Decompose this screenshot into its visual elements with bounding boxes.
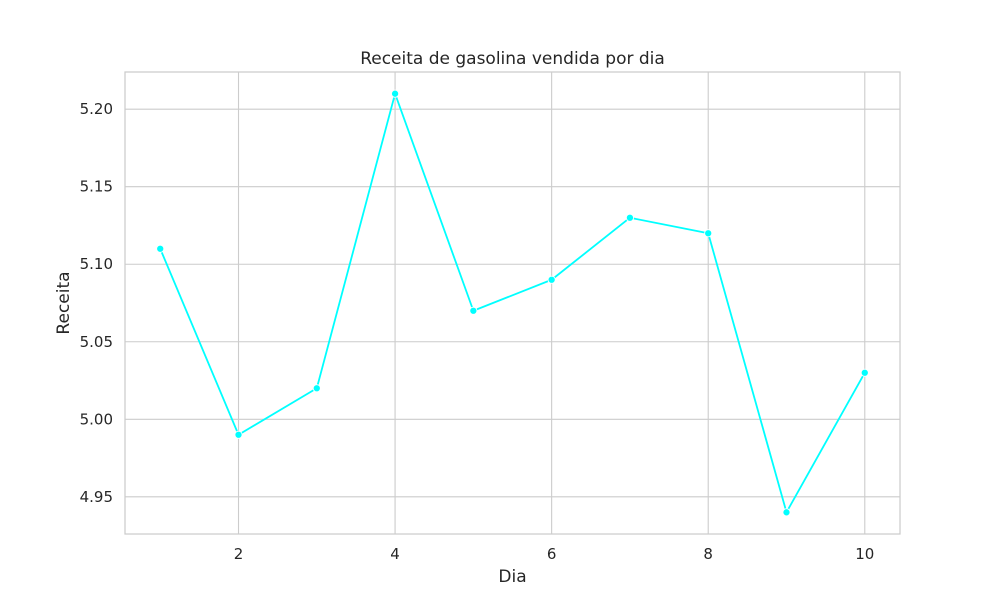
data-point bbox=[234, 430, 243, 439]
x-tick-label: 8 bbox=[703, 545, 713, 563]
data-point bbox=[469, 306, 478, 315]
y-tick-label: 5.05 bbox=[80, 333, 113, 351]
x-tick-label: 6 bbox=[547, 545, 557, 563]
data-point bbox=[156, 244, 165, 253]
tick-labels: 2 4 6 8 10 4.95 5.00 5.05 5.10 5.15 5.20 bbox=[80, 100, 875, 563]
x-axis-label: Dia bbox=[498, 567, 526, 587]
data-point bbox=[312, 384, 321, 393]
plot-frame bbox=[124, 71, 901, 535]
grid bbox=[125, 72, 900, 534]
data-point bbox=[625, 213, 634, 222]
data-point bbox=[547, 275, 556, 284]
x-tick-label: 4 bbox=[390, 545, 400, 563]
y-axis-label: Receita bbox=[54, 271, 74, 334]
data-point bbox=[860, 368, 869, 377]
series-line bbox=[159, 92, 866, 514]
x-tick-label: 10 bbox=[855, 545, 874, 563]
y-tick-label: 5.15 bbox=[80, 178, 113, 196]
y-tick-label: 5.00 bbox=[80, 410, 113, 428]
chart-title: Receita de gasolina vendida por dia bbox=[360, 49, 665, 69]
data-point bbox=[782, 508, 791, 517]
series-layer bbox=[156, 89, 869, 517]
y-tick-label: 5.10 bbox=[80, 255, 113, 273]
x-tick-label: 2 bbox=[234, 545, 244, 563]
data-point bbox=[704, 229, 713, 238]
y-tick-label: 5.20 bbox=[80, 100, 113, 118]
data-point bbox=[391, 89, 400, 98]
y-tick-label: 4.95 bbox=[80, 488, 113, 506]
